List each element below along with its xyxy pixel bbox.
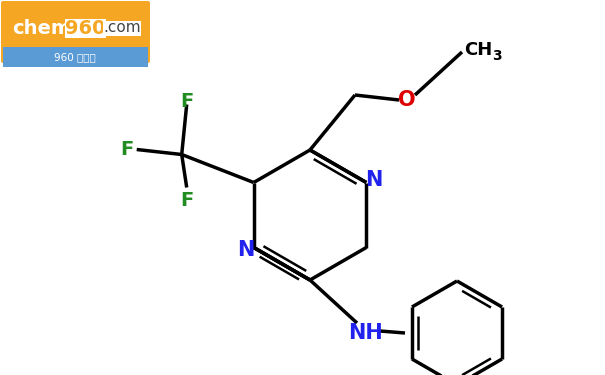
Text: CH: CH [464,41,492,59]
Text: N: N [237,240,254,260]
Text: chem: chem [12,18,71,38]
Text: .com: .com [103,21,140,36]
Text: N: N [365,171,383,190]
Text: F: F [180,191,194,210]
Text: F: F [120,140,133,159]
Text: O: O [398,90,416,110]
Text: 960 化工网: 960 化工网 [54,52,96,62]
FancyBboxPatch shape [1,1,150,63]
Text: NH: NH [348,323,382,343]
Text: 960: 960 [65,18,105,38]
Text: F: F [180,92,194,111]
Bar [3,47,148,67]
Text: 3: 3 [492,49,502,63]
